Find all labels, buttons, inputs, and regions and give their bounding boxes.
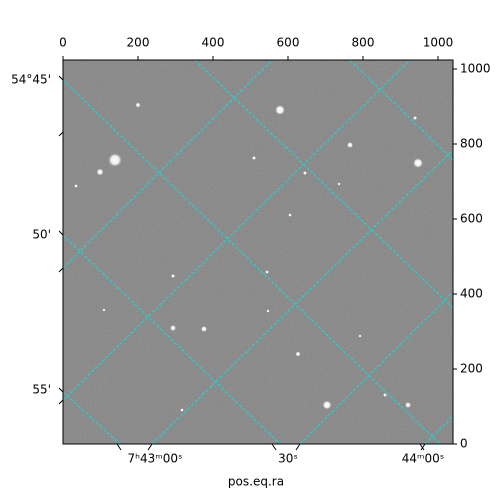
x-axis-label: pos.eq.ra xyxy=(228,475,284,489)
y-tick-label: 600 xyxy=(460,212,483,226)
x-tick-label: 0 xyxy=(59,36,67,50)
dec-tick-label: 54°45' xyxy=(11,73,51,87)
x-tick-label: 600 xyxy=(277,36,300,50)
ra-tick-label: 44ᵐ00ˢ xyxy=(402,452,445,466)
ra-tick-label: 7ʰ43ᵐ00ˢ xyxy=(128,452,183,466)
dec-tick-label: 55' xyxy=(32,383,51,397)
x-tick-label: 800 xyxy=(352,36,375,50)
y-tick-label: 800 xyxy=(460,137,483,151)
y-tick-label: 0 xyxy=(460,437,468,451)
x-tick-label: 1000 xyxy=(423,36,454,50)
x-tick-label: 200 xyxy=(127,36,150,50)
dec-tick-label: 50' xyxy=(32,228,51,242)
sky-image xyxy=(63,60,453,444)
x-tick-label: 400 xyxy=(202,36,225,50)
ra-tick-label: 30ˢ xyxy=(278,452,298,466)
wcs-ticks xyxy=(58,75,426,451)
plot-frame xyxy=(62,59,454,445)
y-tick-label: 1000 xyxy=(460,62,491,76)
y-tick-label: 200 xyxy=(460,362,483,376)
coordinate-grid xyxy=(62,59,454,445)
y-tick-label: 400 xyxy=(460,287,483,301)
